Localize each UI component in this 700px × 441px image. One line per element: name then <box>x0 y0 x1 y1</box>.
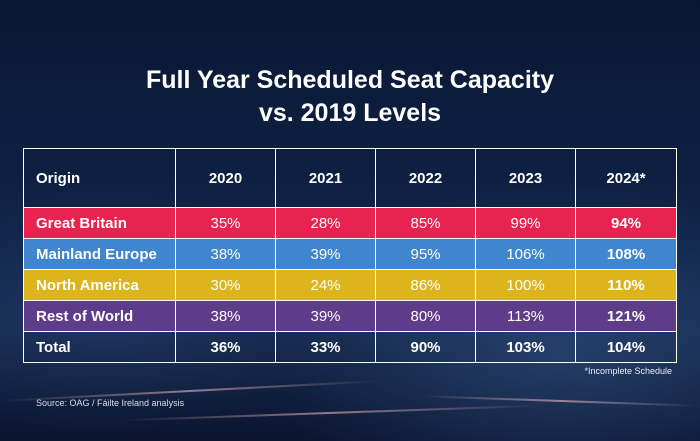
total-cell: 90% <box>375 331 476 363</box>
table-row: Rest of World 38% 39% 80% 113% 121% <box>23 300 677 332</box>
table-cell: 113% <box>475 300 576 332</box>
table-body: Great Britain 35% 28% 85% 99% 94% Mainla… <box>23 207 677 363</box>
table-cell: 24% <box>275 269 376 301</box>
table-cell: 38% <box>175 238 276 270</box>
table-cell: 35% <box>175 207 276 239</box>
total-cell: 103% <box>475 331 576 363</box>
table-row: North America 30% 24% 86% 100% 110% <box>23 269 677 301</box>
table-cell: 39% <box>275 300 376 332</box>
table-cell: 86% <box>375 269 476 301</box>
table-cell: 94% <box>575 207 677 239</box>
table-cell: 95% <box>375 238 476 270</box>
table-cell: 39% <box>275 238 376 270</box>
column-header-2020: 2020 <box>175 148 276 208</box>
row-label-rest-of-world: Rest of World <box>23 300 176 332</box>
column-header-2021: 2021 <box>275 148 376 208</box>
header-row: Origin 2020 2021 2022 2023 2024* <box>23 148 677 208</box>
table-cell: 28% <box>275 207 376 239</box>
table-cell: 100% <box>475 269 576 301</box>
source-note: Source: OAG / Fáilte Ireland analysis <box>36 398 185 408</box>
row-label-total: Total <box>23 331 176 363</box>
row-label-north-america: North America <box>23 269 176 301</box>
total-cell: 33% <box>275 331 376 363</box>
total-row: Total 36% 33% 90% 103% 104% <box>23 331 677 363</box>
row-label-great-britain: Great Britain <box>23 207 176 239</box>
table-cell: 80% <box>375 300 476 332</box>
table-cell: 121% <box>575 300 677 332</box>
column-header-2022: 2022 <box>375 148 476 208</box>
table-row: Mainland Europe 38% 39% 95% 106% 108% <box>23 238 677 270</box>
column-header-2024: 2024* <box>575 148 677 208</box>
table-cell: 108% <box>575 238 677 270</box>
capacity-table: Origin 2020 2021 2022 2023 2024* Great B… <box>23 148 677 363</box>
row-label-mainland-europe: Mainland Europe <box>23 238 176 270</box>
table-cell: 85% <box>375 207 476 239</box>
chart-title-line-1: Full Year Scheduled Seat Capacity <box>145 66 555 94</box>
table-row: Great Britain 35% 28% 85% 99% 94% <box>23 207 677 239</box>
table-cell: 106% <box>475 238 576 270</box>
column-header-origin: Origin <box>23 148 176 208</box>
table-cell: 110% <box>575 269 677 301</box>
total-cell: 104% <box>575 331 677 363</box>
chart-title: Full Year Scheduled Seat Capacity vs. 20… <box>0 64 700 130</box>
table-cell: 99% <box>475 207 576 239</box>
chart-title-line-2: vs. 2019 Levels <box>258 99 442 127</box>
table-cell: 38% <box>175 300 276 332</box>
total-cell: 36% <box>175 331 276 363</box>
footnote: *Incomplete Schedule <box>584 366 672 376</box>
column-header-2023: 2023 <box>475 148 576 208</box>
table-cell: 30% <box>175 269 276 301</box>
